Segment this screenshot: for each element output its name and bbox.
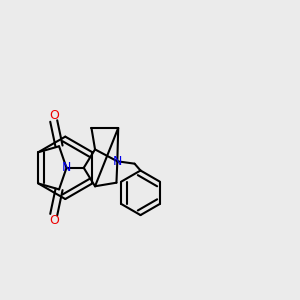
Text: N: N [62,161,71,174]
Text: N: N [112,155,122,168]
Text: O: O [49,214,59,227]
Text: O: O [49,109,59,122]
